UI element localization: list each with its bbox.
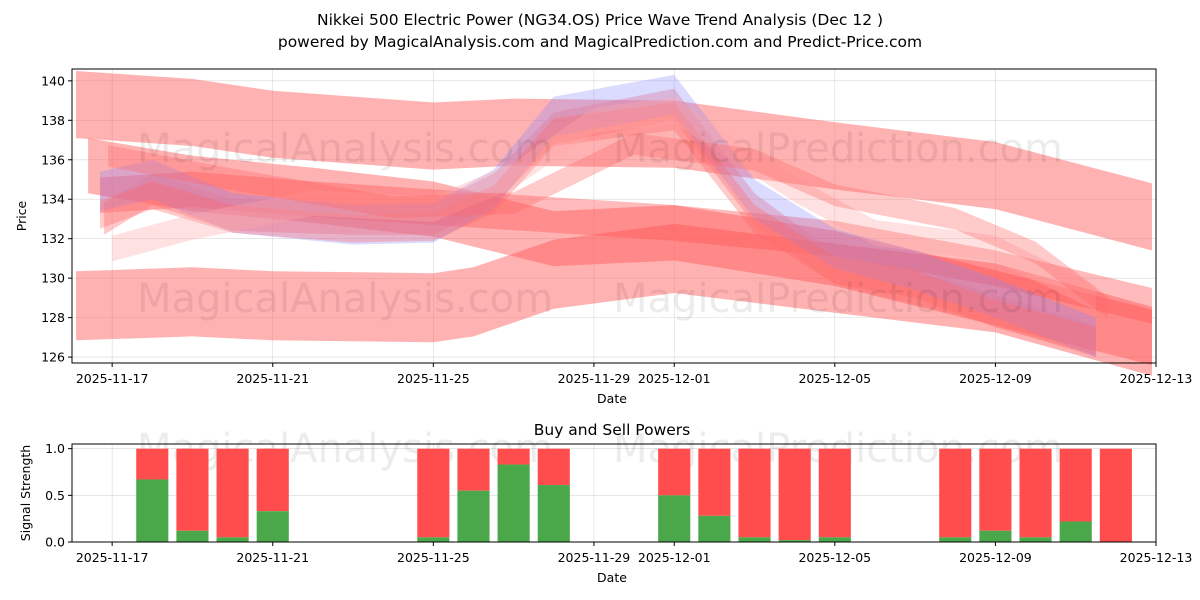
buy-power-bar bbox=[537, 485, 570, 542]
price-wave-band bbox=[88, 138, 1153, 365]
signal-plot: Buy and Sell Powers MagicalAnalysis.com … bbox=[18, 421, 1192, 585]
signal-x-tick-label: 2025-11-25 bbox=[397, 550, 470, 565]
signal-x-ticks: 2025-11-17 2025-11-21 2025-11-25 2025-11-29… bbox=[76, 542, 1193, 565]
price-y-ticks: 126 128 130 132 134 136 138 140 bbox=[41, 73, 72, 365]
signal-x-tick-label: 2025-12-09 bbox=[959, 550, 1032, 565]
buy-power-bar bbox=[658, 495, 691, 542]
chart-title: Nikkei 500 Electric Power (NG34.OS) Pric… bbox=[317, 11, 883, 29]
sell-power-bar bbox=[778, 448, 811, 541]
signal-x-tick-label: 2025-11-17 bbox=[76, 550, 149, 565]
price-y-tick-label: 140 bbox=[41, 73, 65, 88]
price-y-tick-label: 130 bbox=[41, 271, 65, 286]
price-y-tick-label: 134 bbox=[41, 192, 65, 207]
watermark-analysis-top: MagicalAnalysis.com bbox=[137, 126, 553, 172]
sell-power-bar bbox=[537, 448, 570, 486]
sell-power-bar bbox=[256, 448, 289, 512]
sell-power-bar bbox=[939, 448, 972, 538]
price-y-label: Price bbox=[14, 200, 29, 231]
buy-power-bar bbox=[1019, 537, 1052, 542]
sell-power-bar bbox=[738, 448, 771, 538]
price-watermarks: MagicalAnalysis.com MagicalPrediction.co… bbox=[137, 126, 1063, 322]
price-y-tick-label: 128 bbox=[41, 310, 65, 325]
signal-x-tick-label: 2025-11-29 bbox=[558, 550, 631, 565]
price-y-tick-label: 136 bbox=[41, 152, 65, 167]
price-wave-band bbox=[100, 171, 1153, 324]
buy-power-bar bbox=[738, 537, 771, 542]
watermark-prediction-bottom: MagicalPrediction.com bbox=[613, 276, 1063, 322]
price-x-tick-label: 2025-11-17 bbox=[76, 371, 149, 386]
signal-x-tick-label: 2025-12-01 bbox=[638, 550, 711, 565]
price-y-tick-label: 132 bbox=[41, 231, 65, 246]
buy-power-bar bbox=[818, 537, 851, 542]
signal-y-tick-label: 1.0 bbox=[45, 441, 65, 456]
chart-subtitle: powered by MagicalAnalysis.com and Magic… bbox=[278, 33, 922, 51]
buy-power-bar bbox=[778, 540, 811, 542]
buy-power-bar bbox=[136, 479, 169, 542]
price-x-tick-label: 2025-12-05 bbox=[798, 371, 871, 386]
signal-x-tick-label: 2025-12-05 bbox=[798, 550, 871, 565]
price-x-label: Date bbox=[597, 391, 627, 406]
price-wave-band bbox=[104, 88, 1096, 358]
watermark-prediction-top: MagicalPrediction.com bbox=[613, 126, 1063, 172]
price-y-tick-label: 126 bbox=[41, 350, 65, 365]
sell-power-bar bbox=[698, 448, 731, 516]
price-y-tick-label: 138 bbox=[41, 113, 65, 128]
price-wave-band bbox=[100, 102, 1096, 356]
buy-power-bar bbox=[939, 537, 972, 542]
buy-power-bar bbox=[457, 490, 490, 542]
buy-power-bar bbox=[979, 530, 1012, 542]
signal-x-tick-label: 2025-12-13 bbox=[1120, 550, 1193, 565]
price-plot-frame bbox=[71, 68, 1157, 364]
price-x-tick-label: 2025-11-25 bbox=[397, 371, 470, 386]
sell-power-bar bbox=[176, 448, 209, 531]
sell-power-bar bbox=[457, 448, 490, 491]
sell-power-bar bbox=[979, 448, 1012, 531]
signal-y-label: Signal Strength bbox=[18, 445, 33, 541]
sell-power-bar bbox=[1019, 448, 1052, 538]
price-wave-band bbox=[76, 71, 1152, 251]
signal-title: Buy and Sell Powers bbox=[534, 421, 691, 439]
price-x-ticks: 2025-11-17 2025-11-21 2025-11-25 2025-11-29… bbox=[76, 363, 1193, 386]
sell-power-bar bbox=[1099, 448, 1132, 542]
price-wave-band bbox=[112, 97, 1096, 311]
signal-y-ticks: 0.0 0.5 1.0 bbox=[45, 441, 72, 550]
price-x-tick-label: 2025-12-09 bbox=[959, 371, 1032, 386]
price-x-tick-label: 2025-12-13 bbox=[1120, 371, 1193, 386]
sell-power-bar bbox=[417, 448, 450, 538]
buy-power-bar bbox=[698, 515, 731, 542]
buy-power-bar bbox=[497, 464, 530, 542]
buy-power-bar bbox=[1059, 521, 1092, 542]
price-wave-band bbox=[76, 223, 1152, 376]
buy-power-bar bbox=[176, 530, 209, 542]
sell-power-bar bbox=[497, 448, 530, 465]
price-plot: MagicalAnalysis.com MagicalPrediction.co… bbox=[14, 68, 1193, 406]
sell-power-bar bbox=[1059, 448, 1092, 522]
signal-x-label: Date bbox=[597, 570, 627, 585]
buy-power-bar bbox=[417, 537, 450, 542]
signal-y-tick-label: 0.5 bbox=[45, 488, 65, 503]
signal-y-tick-label: 0.0 bbox=[45, 535, 65, 550]
price-x-tick-label: 2025-12-01 bbox=[638, 371, 711, 386]
sell-power-bar bbox=[136, 448, 169, 480]
sell-power-bar bbox=[658, 448, 691, 496]
price-x-tick-label: 2025-11-29 bbox=[558, 371, 631, 386]
signal-bars bbox=[136, 448, 1132, 542]
price-wave-band bbox=[100, 74, 1096, 358]
price-wave-bands bbox=[76, 71, 1153, 376]
signal-x-tick-label: 2025-11-21 bbox=[236, 550, 309, 565]
signal-plot-frame bbox=[71, 443, 1157, 543]
buy-power-bar bbox=[216, 537, 249, 542]
sell-power-bar bbox=[216, 448, 249, 538]
buy-power-bar bbox=[256, 511, 289, 542]
sell-power-bar bbox=[818, 448, 851, 538]
price-x-tick-label: 2025-11-21 bbox=[236, 371, 309, 386]
watermark-analysis-bottom: MagicalAnalysis.com bbox=[137, 276, 553, 322]
